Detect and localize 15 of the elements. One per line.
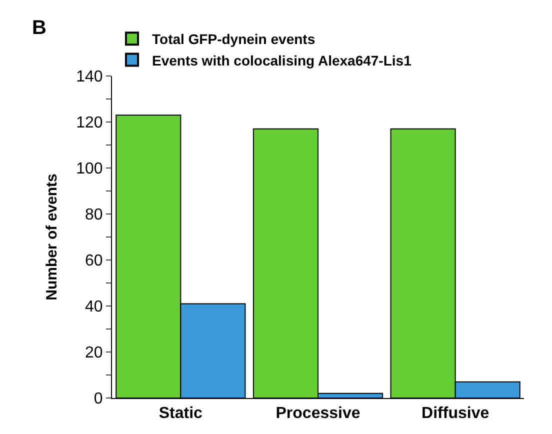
- y-tick-label: 120: [76, 114, 103, 132]
- y-tick-label: 20: [85, 344, 103, 362]
- y-tick-label: 140: [76, 68, 103, 86]
- y-tick-label: 40: [85, 298, 103, 316]
- y-tick-label: 60: [85, 252, 103, 270]
- y-tick-label: 0: [94, 390, 103, 408]
- x-tick-label: Processive: [276, 405, 360, 422]
- y-axis-title: Number of events: [43, 174, 60, 300]
- y-tick-label: 80: [85, 206, 103, 224]
- legend-label: Total GFP-dynein events: [152, 31, 316, 48]
- x-tick-label: Diffusive: [422, 405, 490, 422]
- x-tick-label: Static: [158, 405, 203, 422]
- legend-label: Events with colocalising Alexa647-Lis1: [152, 52, 412, 68]
- text: B: [32, 17, 46, 39]
- y-tick-label: 100: [76, 160, 103, 178]
